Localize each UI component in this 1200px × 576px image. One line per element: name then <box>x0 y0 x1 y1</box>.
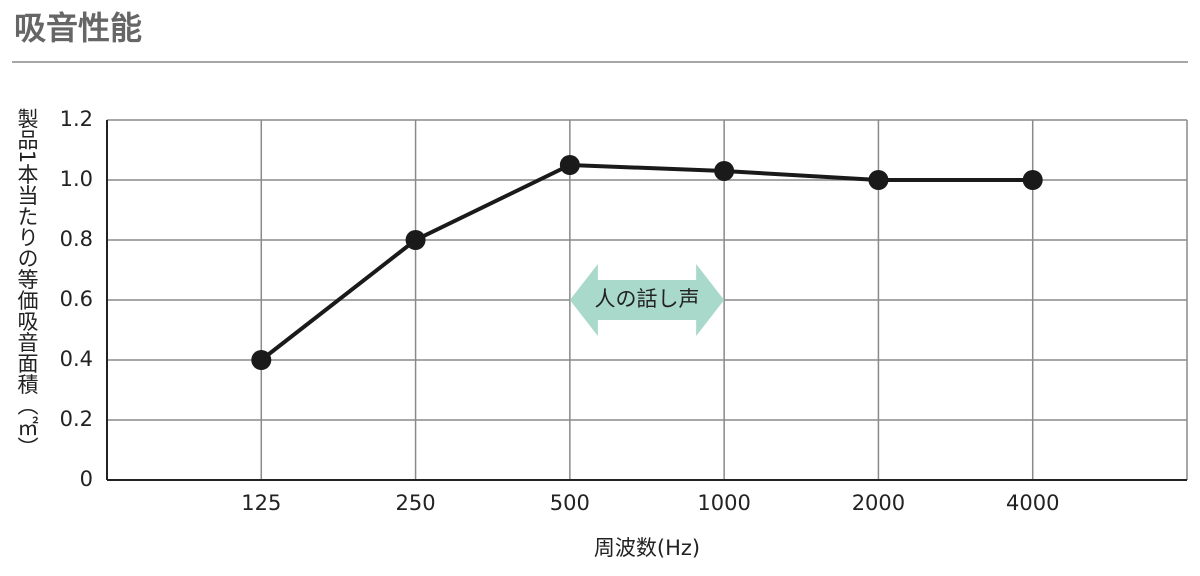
data-point <box>1022 170 1043 190</box>
x-tick-label: 250 <box>396 491 436 515</box>
x-tick-label: 125 <box>241 491 281 515</box>
y-tick-label: 0.8 <box>60 227 93 251</box>
y-tick-label: 0 <box>80 467 93 491</box>
x-tick-label: 2000 <box>852 491 905 515</box>
y-tick-label: 1.0 <box>60 167 93 191</box>
annotation-label: 人の話し声 <box>595 287 700 311</box>
data-point <box>868 170 889 190</box>
data-point <box>559 155 580 175</box>
y-tick-label: 0.2 <box>60 407 93 431</box>
data-point <box>251 350 272 370</box>
page-title: 吸音性能 <box>14 9 142 47</box>
data-point <box>714 161 735 181</box>
y-tick-label: 0.6 <box>60 287 93 311</box>
x-tick-label: 500 <box>550 491 590 515</box>
x-tick-label: 1000 <box>697 491 750 515</box>
annotation-arrow <box>569 264 725 336</box>
x-axis-label: 周波数(Hz) <box>594 536 700 560</box>
y-axis-label: 製品1本当たりの等価吸音面積（㎡） <box>15 108 39 457</box>
data-line <box>260 162 1033 362</box>
x-tick-label: 4000 <box>1006 491 1059 515</box>
y-tick-label: 1.2 <box>60 107 93 131</box>
y-tick-label: 0.4 <box>60 347 93 371</box>
data-point <box>405 230 426 250</box>
